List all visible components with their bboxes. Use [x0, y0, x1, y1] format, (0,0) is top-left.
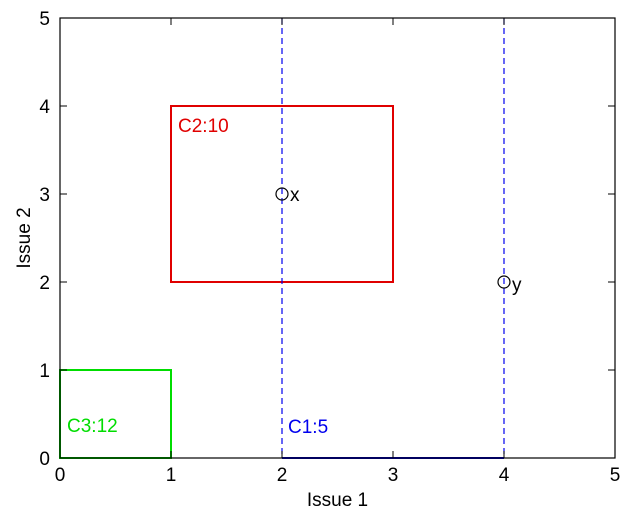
y-tick-label-1: 1 [39, 361, 50, 382]
region-label-c1-5: C1:5 [288, 417, 328, 438]
point-label-y: y [512, 275, 522, 296]
y-tick-label-0: 0 [39, 449, 50, 470]
point-label-x: x [290, 185, 300, 206]
y-tick-label-4: 4 [39, 97, 50, 118]
x-tick-label-4: 4 [499, 465, 510, 486]
region-box-c3-12 [59, 369, 172, 459]
region-label-c2-10: C2:10 [178, 116, 229, 137]
point-marker-x [275, 187, 289, 201]
regions-layer: C2:10 C3:12 C1:5 [59, 18, 505, 459]
x-tick-label-1: 1 [166, 465, 177, 486]
region-label-c3-12: C3:12 [67, 416, 118, 437]
ticks-layer: 0 1 2 3 4 5 0 1 2 3 4 5 [39, 9, 620, 486]
x-tick-label-5: 5 [610, 465, 621, 486]
point-marker-y [497, 275, 511, 289]
y-axis-label: Issue 2 [14, 207, 35, 268]
y-tick-label-3: 3 [39, 185, 50, 206]
points-layer: xy [275, 185, 522, 296]
x-tick-label-0: 0 [55, 465, 66, 486]
y-tick-label-2: 2 [39, 273, 50, 294]
y-tick-label-5: 5 [39, 9, 50, 30]
x-tick-label-3: 3 [388, 465, 399, 486]
x-axis-label: Issue 1 [307, 490, 368, 511]
axes-frame [59, 17, 616, 459]
x-tick-label-2: 2 [277, 465, 288, 486]
